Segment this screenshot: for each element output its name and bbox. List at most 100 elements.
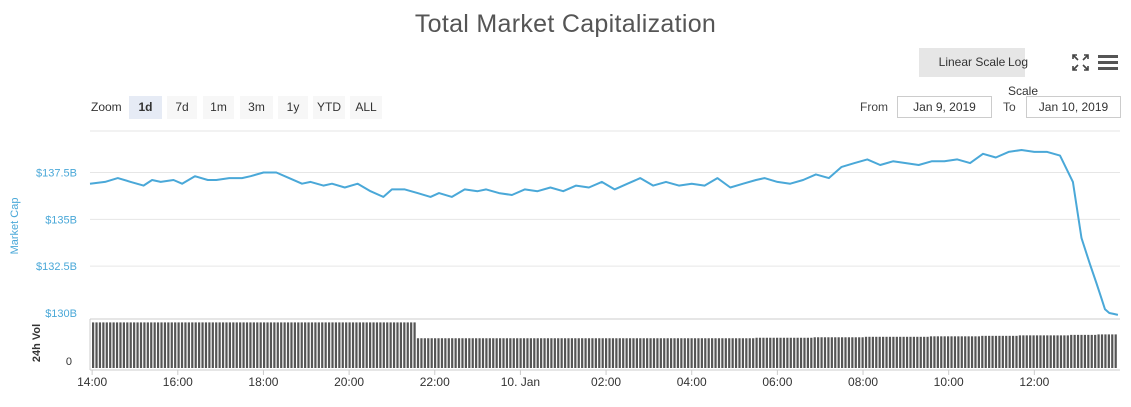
volume-bar [252, 322, 255, 368]
zoom-label: Zoom [91, 100, 122, 114]
volume-bar [847, 337, 851, 368]
volume-bar [608, 338, 611, 368]
volume-bar [406, 322, 409, 368]
volume-bar [427, 338, 430, 368]
volume-bar [1087, 334, 1090, 368]
volume-bar [878, 336, 881, 368]
volume-bar [177, 322, 180, 368]
volume-bar [249, 322, 252, 368]
volume-bar [235, 322, 238, 368]
volume-bar [546, 338, 550, 368]
volume-bar [184, 322, 187, 368]
volume-bar [929, 336, 933, 368]
volume-bar [1083, 334, 1087, 368]
volume-bar [550, 338, 553, 368]
volume-bar [362, 322, 365, 368]
volume-tick-label: 0 [66, 356, 72, 368]
hamburger-menu-icon[interactable] [1098, 55, 1118, 70]
volume-bar [943, 336, 946, 368]
volume-bar [516, 338, 519, 368]
volume-bar [211, 322, 214, 368]
volume-bar [191, 322, 194, 368]
volume-bar [348, 322, 351, 368]
volume-bar [700, 338, 703, 368]
log-scale-button[interactable]: Log Scale [1008, 55, 1039, 98]
volume-bar [1053, 335, 1056, 368]
zoom-ytd-button[interactable]: YTD [313, 96, 345, 119]
volume-bar [331, 322, 334, 368]
volume-bar [625, 338, 628, 368]
volume-bar [478, 338, 481, 368]
volume-bar [936, 336, 939, 368]
volume-bar [977, 336, 980, 368]
volume-bar [817, 337, 820, 368]
volume-bar [916, 336, 919, 368]
volume-bar [974, 336, 977, 368]
volume-bar [1042, 335, 1045, 368]
volume-bar [300, 322, 303, 368]
volume-bar [806, 337, 809, 368]
volume-bar [738, 338, 741, 368]
zoom-1d-button[interactable]: 1d [129, 96, 162, 119]
volume-bar [998, 335, 1001, 368]
zoom-all-button[interactable]: ALL [350, 96, 382, 119]
volume-bar [676, 338, 680, 368]
volume-bar [242, 322, 245, 368]
volume-bar [622, 338, 625, 368]
volume-bar [1063, 335, 1066, 368]
volume-bar [126, 322, 129, 368]
volume-bar [420, 338, 423, 368]
volume-bar [960, 336, 963, 368]
volume-bar [471, 338, 474, 368]
volume-bar [338, 322, 341, 368]
volume-bar [758, 337, 762, 368]
from-date-input[interactable]: Jan 9, 2019 [897, 96, 992, 118]
volume-bar [1070, 334, 1073, 368]
volume-bar [988, 335, 991, 368]
zoom-1m-button[interactable]: 1m [203, 96, 234, 119]
volume-bar [905, 336, 909, 368]
volume-bar [225, 322, 228, 368]
volume-bar [512, 338, 515, 368]
zoom-1y-button[interactable]: 1y [278, 96, 308, 119]
volume-bar [581, 338, 584, 368]
volume-bar [204, 322, 208, 368]
volume-bar [1090, 334, 1093, 368]
volume-bar [875, 336, 878, 368]
volume-bar [392, 322, 396, 368]
volume-bar [690, 338, 693, 368]
volume-bar [269, 322, 273, 368]
volume-bar [1011, 335, 1015, 368]
volume-bar [799, 337, 803, 368]
volume-bar [403, 322, 406, 368]
volume-bar [290, 322, 293, 368]
zoom-7d-button[interactable]: 7d [167, 96, 197, 119]
linear-scale-button[interactable]: Linear Scale [919, 48, 1025, 77]
volume-bar [587, 338, 591, 368]
volume-axis-title: 24h Vol [31, 324, 43, 362]
y-tick-label: $135B [45, 214, 77, 226]
x-tick-label: 06:00 [762, 375, 792, 389]
expand-icon[interactable] [1072, 54, 1089, 71]
volume-bar [994, 335, 998, 368]
volume-bar [1080, 334, 1083, 368]
volume-bar [273, 322, 276, 368]
volume-bar [310, 322, 314, 368]
volume-bar [923, 336, 926, 368]
y-tick-label: $137.5B [36, 168, 77, 180]
volume-bar [457, 338, 461, 368]
volume-bar [687, 338, 690, 368]
volume-bar [858, 337, 861, 368]
volume-bar [745, 338, 748, 368]
volume-bar [680, 338, 683, 368]
volume-bar [208, 322, 211, 368]
volume-bar [752, 338, 755, 368]
to-date-input[interactable]: Jan 10, 2019 [1026, 96, 1121, 118]
volume-bar [577, 338, 580, 368]
volume-bar [139, 322, 143, 368]
volume-bar [707, 338, 710, 368]
volume-bar [649, 338, 652, 368]
volume-bar [926, 336, 929, 368]
volume-bar [505, 338, 509, 368]
zoom-3m-button[interactable]: 3m [240, 96, 273, 119]
